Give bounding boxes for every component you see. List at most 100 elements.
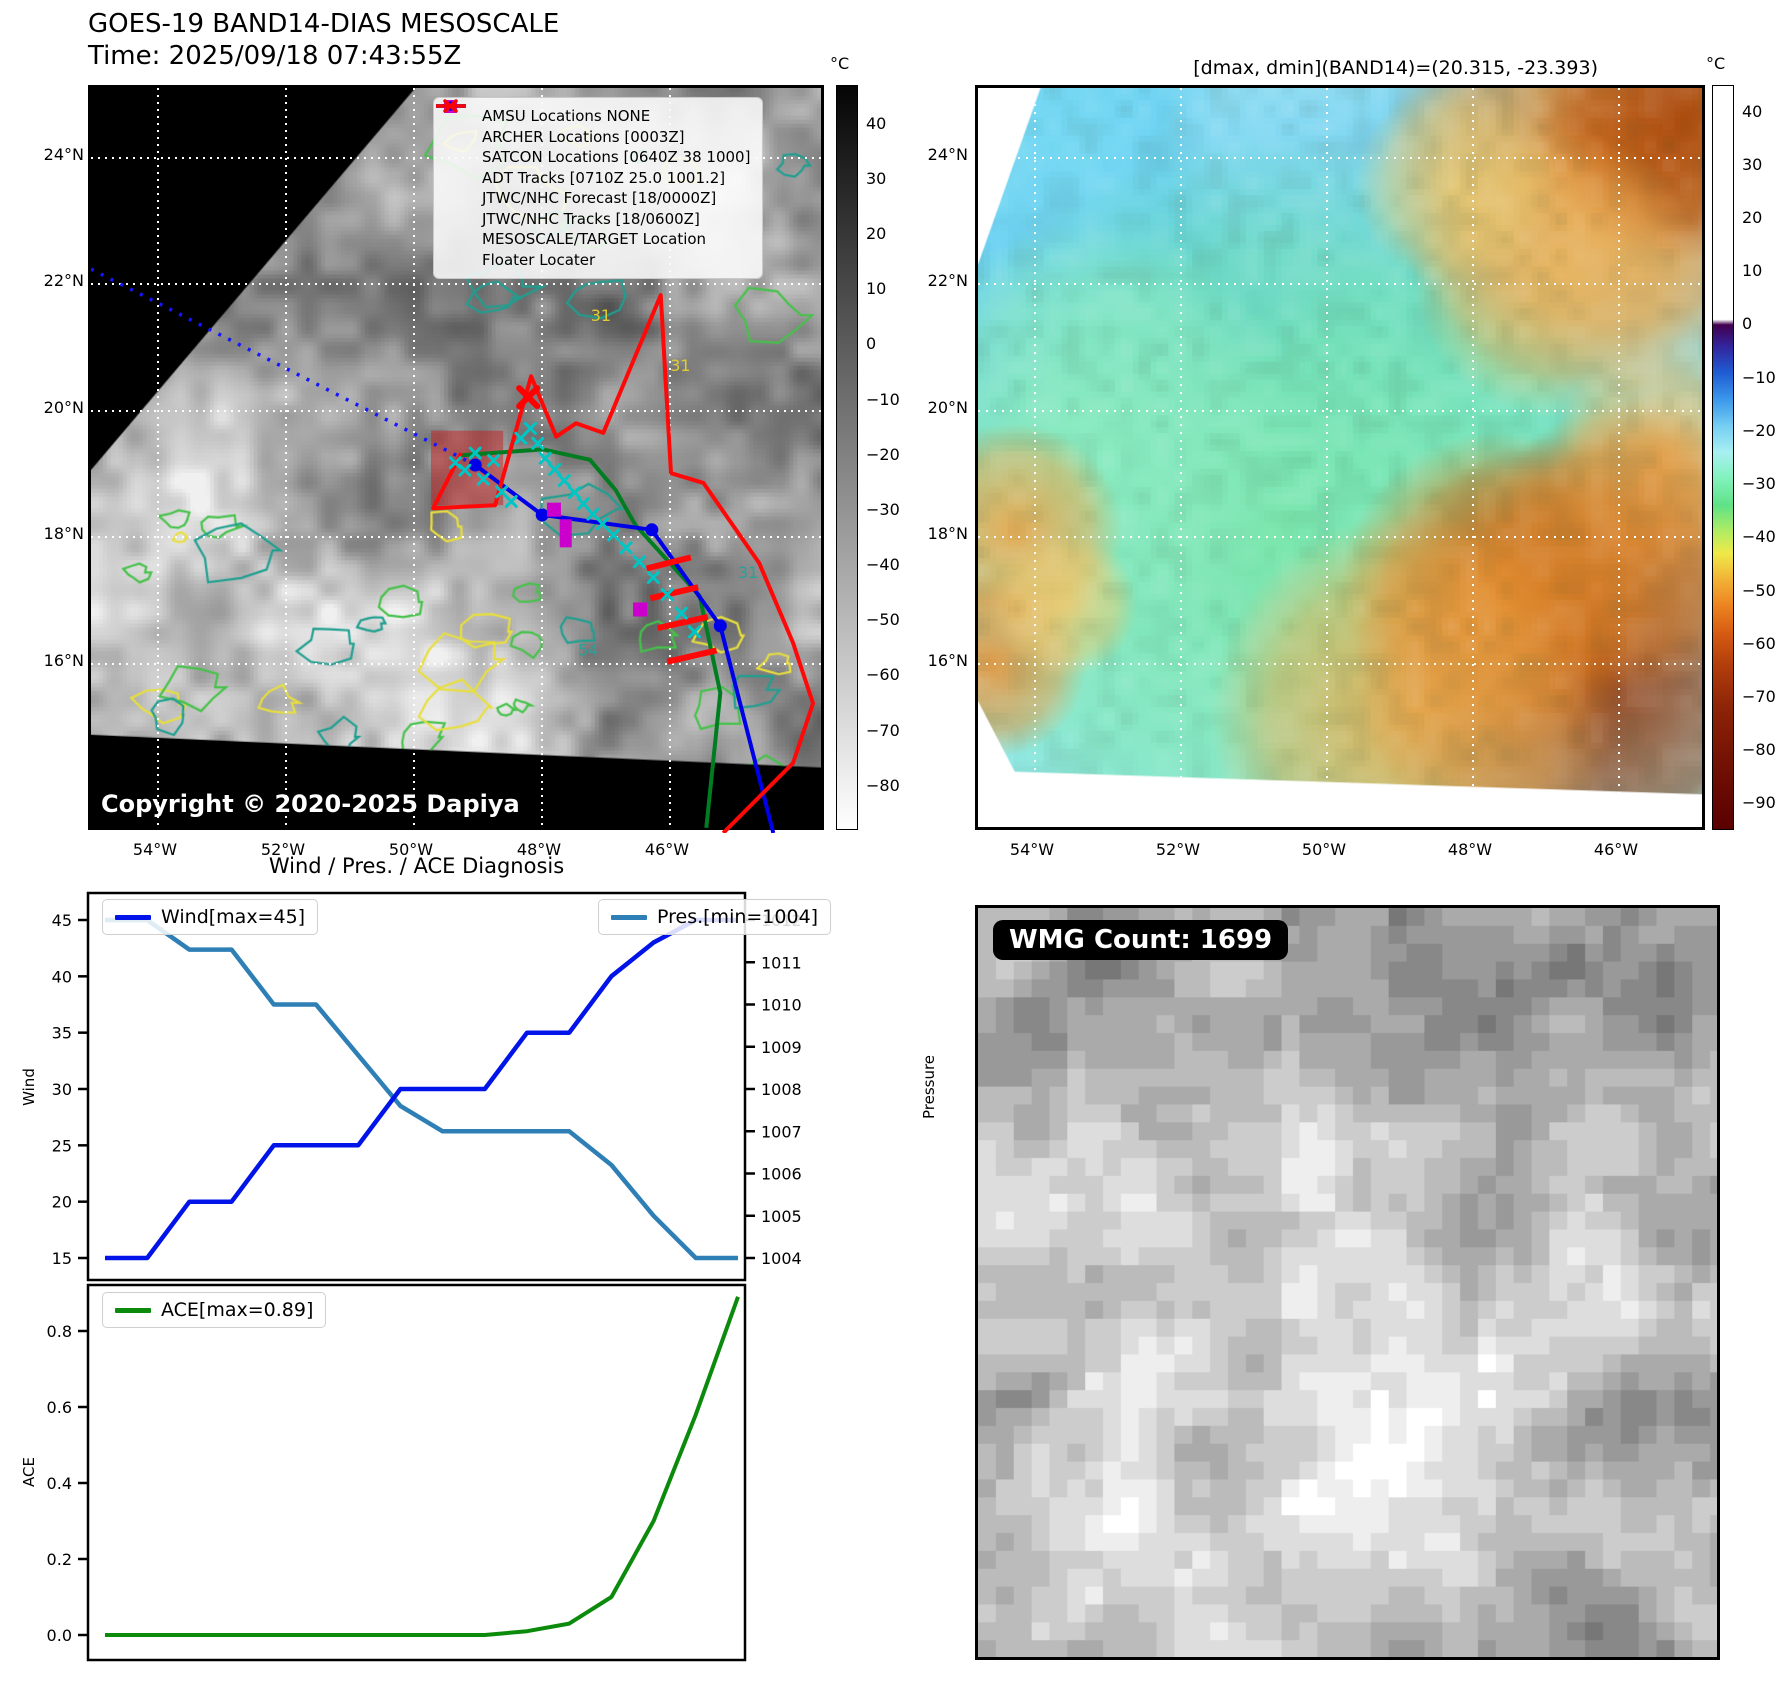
colorbar-tick-label: −50 bbox=[1742, 580, 1776, 600]
line-icon bbox=[436, 104, 466, 108]
lon-tick-label: 50°W bbox=[388, 840, 434, 859]
colorbar-tick-label: 10 bbox=[1742, 261, 1763, 281]
colorbar-tick-label: −80 bbox=[1742, 740, 1776, 760]
pressure-legend-label: Pres.[min=1004] bbox=[657, 906, 819, 928]
wind-tick-label: 35 bbox=[52, 1024, 72, 1043]
satellite-title: GOES-19 BAND14-DIAS MESOSCALE Time: 2025… bbox=[88, 8, 559, 72]
awv-map-panel bbox=[975, 85, 1708, 833]
satellite-legend: AMSU Locations NONE ARCHER Locations [000… bbox=[433, 97, 764, 279]
colorbar-tick-label: 30 bbox=[1742, 154, 1763, 174]
colorbar-tick-label: 30 bbox=[866, 168, 887, 188]
colorbar-tick-label: −60 bbox=[1742, 633, 1776, 653]
jtwc-track-dot bbox=[713, 619, 727, 633]
floater-rung bbox=[666, 647, 718, 665]
amsu-bar-marker bbox=[559, 519, 572, 548]
floater-rung bbox=[657, 614, 709, 632]
colorbar-tick-label: −70 bbox=[1742, 686, 1776, 706]
colorbar-tick-label: −90 bbox=[1742, 793, 1776, 813]
pressure-legend-chip: Pres.[min=1004] bbox=[598, 899, 832, 935]
adt-track-line bbox=[461, 447, 723, 829]
wmg-panel bbox=[975, 905, 1720, 1660]
lat-tick-label: 24°N bbox=[927, 145, 968, 164]
lon-tick-label: 52°W bbox=[1155, 840, 1201, 859]
satcon-x-marker bbox=[531, 436, 545, 450]
contour-value-label: 31 bbox=[670, 356, 690, 375]
colorbar-tick-label: 0 bbox=[1742, 314, 1753, 334]
mesoscale-target-x bbox=[516, 385, 541, 410]
pressure-tick-label: 1007 bbox=[761, 1122, 802, 1141]
archer-square-marker bbox=[633, 602, 648, 617]
legend-item-label: ARCHER Locations [0003Z] bbox=[482, 127, 685, 146]
floater-rung bbox=[649, 584, 699, 602]
pressure-tick-label: 1011 bbox=[761, 953, 802, 972]
satcon-x-marker bbox=[607, 528, 621, 542]
wind-line bbox=[105, 917, 738, 1261]
ace-line bbox=[105, 1296, 740, 1637]
satcon-x-marker bbox=[596, 517, 610, 531]
ace-tick-label: 0.4 bbox=[47, 1474, 72, 1493]
satcon-x-marker bbox=[495, 485, 509, 499]
legend-item: ADT Tracks [0710Z 25.0 1001.2] bbox=[436, 104, 750, 189]
satcon-x-marker bbox=[674, 606, 688, 620]
floater-line bbox=[431, 293, 815, 833]
wind-tick-label: 45 bbox=[52, 911, 72, 930]
pressure-axis-title: Pressure bbox=[920, 1055, 938, 1119]
satcon-x-marker bbox=[576, 497, 590, 511]
lon-tick-label: 48°W bbox=[1447, 840, 1493, 859]
legend-item: ARCHER Locations [0003Z] bbox=[442, 100, 750, 148]
colorbar-tick-label: −30 bbox=[866, 499, 900, 519]
satcon-x-marker bbox=[688, 625, 702, 639]
jtwc-track-dot bbox=[468, 458, 482, 472]
ace-tick-label: 0.2 bbox=[47, 1550, 72, 1569]
satcon-x-marker bbox=[523, 421, 537, 435]
satellite-title-line1: GOES-19 BAND14-DIAS MESOSCALE bbox=[88, 9, 560, 39]
legend-item: JTWC/NHC Forecast [18/0000Z] bbox=[436, 104, 750, 209]
satcon-x-marker bbox=[476, 472, 490, 486]
pressure-tick-label: 1004 bbox=[761, 1249, 802, 1268]
lon-tick-label: 54°W bbox=[132, 840, 178, 859]
wind-tick-label: 15 bbox=[52, 1249, 72, 1268]
colorbar-tick-label: 20 bbox=[1742, 208, 1763, 228]
legend-item-label: ADT Tracks [0710Z 25.0 1001.2] bbox=[482, 168, 726, 187]
diagnosis-charts: 4540353025201510121011101010091008100710… bbox=[20, 891, 938, 1662]
diagnosis-chart-title: Wind / Pres. / ACE Diagnosis bbox=[268, 854, 565, 878]
colorbar-tick-label: −20 bbox=[1742, 420, 1776, 440]
archer-square-marker bbox=[546, 502, 561, 517]
colorbar-tick-label: −20 bbox=[866, 444, 900, 464]
wind-tick-label: 30 bbox=[52, 1080, 72, 1099]
pressure-line-sample-icon bbox=[611, 914, 647, 920]
colorbar-tick-label: 10 bbox=[866, 279, 887, 299]
colorbar-tick-label: −80 bbox=[866, 775, 900, 795]
satcon-x-marker bbox=[548, 462, 562, 476]
satellite-colorbar bbox=[836, 85, 858, 830]
lon-tick-label: 48°W bbox=[516, 840, 562, 859]
colorbar-tick-label: −70 bbox=[866, 720, 900, 740]
satellite-map-overlay: 31 31 54 31 bbox=[91, 88, 827, 833]
colorbar-tick-label: 40 bbox=[866, 113, 887, 133]
awv-map-overlay bbox=[978, 88, 1708, 833]
pressure-line bbox=[105, 917, 738, 1261]
lat-tick-label: 20°N bbox=[43, 398, 84, 417]
floater-rung bbox=[645, 554, 692, 572]
colorbar-tick-label: 20 bbox=[866, 224, 887, 243]
lat-tick-label: 18°N bbox=[927, 524, 968, 543]
legend-item-label: MESOSCALE/TARGET Location bbox=[482, 230, 707, 249]
legend-item-label: JTWC/NHC Tracks [18/0600Z] bbox=[482, 209, 700, 228]
lat-tick-label: 18°N bbox=[43, 524, 84, 543]
wind-legend-chip: Wind[max=45] bbox=[102, 899, 319, 935]
legend-item: MESOSCALE/TARGET Location bbox=[442, 99, 750, 250]
awv-header-line1: [dmax, dmin](BAND14)=(20.315, -23.393) bbox=[1193, 57, 1598, 79]
satcon-x-marker bbox=[660, 588, 674, 602]
colorbar-tick-label: −10 bbox=[866, 389, 900, 409]
ace-axis-title: ACE bbox=[20, 1457, 38, 1487]
legend-item-label: JTWC/NHC Forecast [18/0000Z] bbox=[482, 189, 717, 208]
pressure-tick-label: 1009 bbox=[761, 1038, 802, 1057]
wind-tick-label: 40 bbox=[52, 967, 72, 986]
ace-tick-label: 0.8 bbox=[47, 1322, 72, 1341]
satcon-x-marker bbox=[632, 555, 646, 569]
legend-item: Floater Locater bbox=[436, 104, 750, 271]
awv-map-image bbox=[978, 88, 1702, 827]
legend-item-label: AMSU Locations NONE bbox=[482, 107, 651, 126]
lon-tick-label: 50°W bbox=[1301, 840, 1347, 859]
lon-tick-label: 46°W bbox=[1593, 840, 1639, 859]
